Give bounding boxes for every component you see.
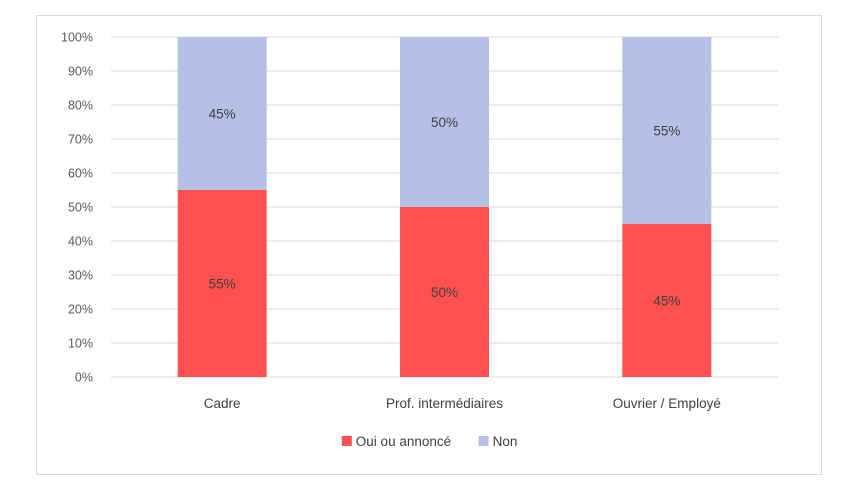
category-label: Prof. intermédiaires bbox=[386, 396, 503, 411]
y-tick-label: 50% bbox=[68, 201, 93, 215]
legend-label: Oui ou annoncé bbox=[356, 434, 451, 449]
y-tick-label: 20% bbox=[68, 303, 93, 317]
y-tick-label: 40% bbox=[68, 235, 93, 249]
bar-segment bbox=[400, 207, 489, 377]
category-label: Cadre bbox=[204, 396, 241, 411]
y-tick-label: 10% bbox=[68, 337, 93, 351]
y-tick-label: 30% bbox=[68, 269, 93, 283]
y-tick-label: 90% bbox=[68, 65, 93, 79]
bar-segment bbox=[400, 37, 489, 207]
category-label: Ouvrier / Employé bbox=[613, 396, 721, 411]
bar-segment bbox=[177, 190, 267, 377]
legend-swatch bbox=[341, 436, 352, 446]
y-tick-label: 100% bbox=[61, 31, 93, 45]
y-tick-label: 60% bbox=[68, 167, 93, 181]
data-label: 50% bbox=[431, 115, 458, 130]
y-tick-label: 70% bbox=[68, 133, 93, 147]
legend-swatch bbox=[478, 436, 489, 446]
bar-segment bbox=[622, 224, 712, 377]
y-tick-label: 80% bbox=[68, 99, 93, 113]
data-label: 50% bbox=[431, 285, 458, 300]
data-label: 45% bbox=[653, 294, 680, 309]
data-label: 55% bbox=[209, 277, 236, 292]
data-label: 55% bbox=[653, 124, 680, 139]
bar-segment bbox=[177, 37, 267, 190]
y-tick-label: 0% bbox=[75, 371, 93, 385]
bar-segment bbox=[622, 37, 712, 224]
legend-label: Non bbox=[493, 434, 518, 449]
data-label: 45% bbox=[209, 107, 236, 122]
